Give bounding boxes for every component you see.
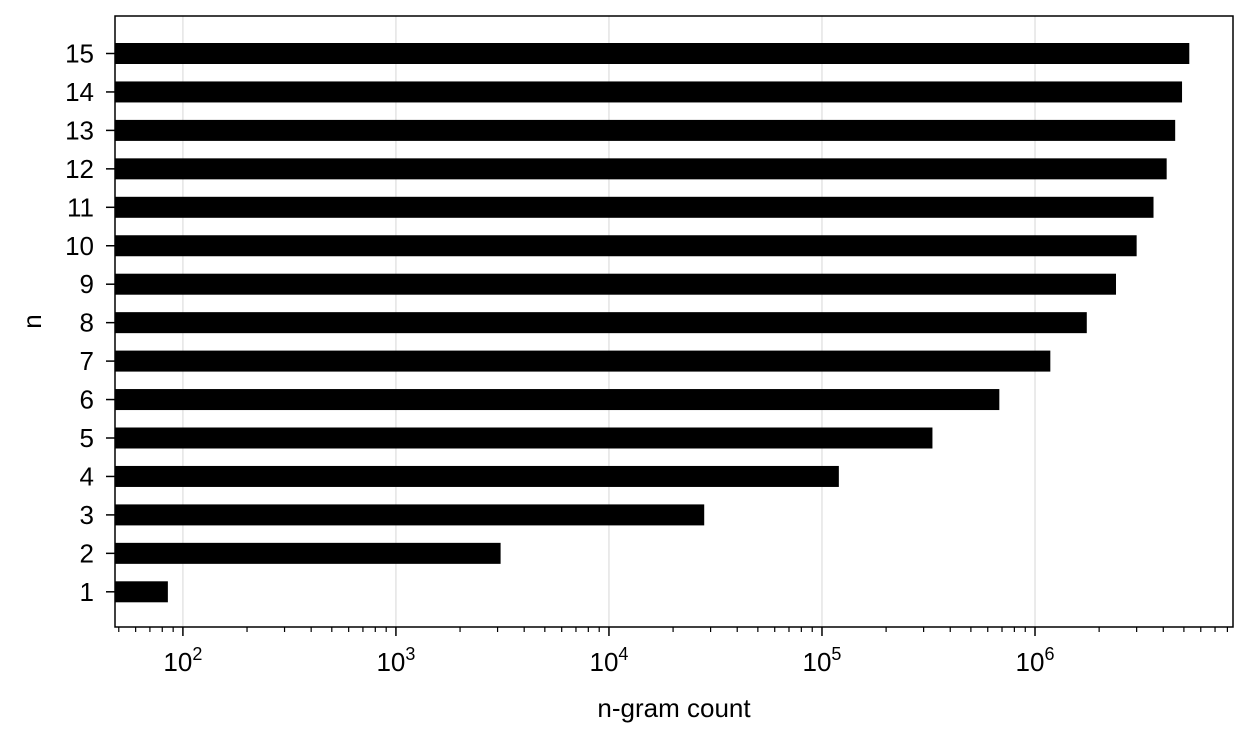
y-tick-label-14: 14 (65, 77, 94, 107)
bar-n-11 (115, 196, 1154, 218)
bar-n-2 (115, 542, 501, 564)
x-tick-label: 104 (589, 644, 628, 677)
y-tick-label-1: 1 (80, 577, 94, 607)
x-tick-label: 106 (1016, 644, 1055, 677)
y-tick-label-11: 11 (67, 192, 94, 222)
bar-n-4 (115, 465, 839, 487)
y-axis-title: n (17, 314, 47, 328)
y-tick-label-3: 3 (80, 500, 94, 530)
y-tick-label-15: 15 (65, 39, 94, 69)
x-tick-label: 102 (163, 644, 202, 677)
y-tick-label-9: 9 (80, 269, 94, 299)
bar-n-9 (115, 273, 1117, 295)
y-tick-label-10: 10 (65, 231, 94, 261)
bar-n-7 (115, 350, 1051, 372)
bar-n-1 (115, 581, 168, 603)
bar-n-6 (115, 389, 1000, 411)
bar-n-5 (115, 427, 933, 449)
bar-n-13 (115, 119, 1176, 141)
bar-n-12 (115, 158, 1167, 180)
y-tick-label-12: 12 (65, 154, 94, 184)
bar-n-15 (115, 43, 1190, 64)
y-tick-label-4: 4 (80, 461, 94, 491)
y-tick-label-6: 6 (80, 385, 94, 415)
bar-n-14 (115, 81, 1183, 103)
x-tick-label: 105 (803, 644, 842, 677)
y-tick-label-13: 13 (65, 115, 94, 145)
x-axis-ticks: 102 103 104 105 106 (118, 627, 1228, 677)
bar-n-3 (115, 504, 705, 526)
y-tick-label-8: 8 (80, 308, 94, 338)
y-tick-label-5: 5 (80, 423, 94, 453)
bar-n-10 (115, 235, 1137, 257)
x-axis-title: n-gram count (597, 693, 751, 723)
bars (115, 43, 1190, 603)
bar-n-8 (115, 312, 1087, 334)
x-tick-label: 103 (376, 644, 415, 677)
y-tick-label-2: 2 (80, 538, 94, 568)
plot-frame (114, 15, 1234, 628)
y-tick-label-7: 7 (80, 346, 94, 376)
